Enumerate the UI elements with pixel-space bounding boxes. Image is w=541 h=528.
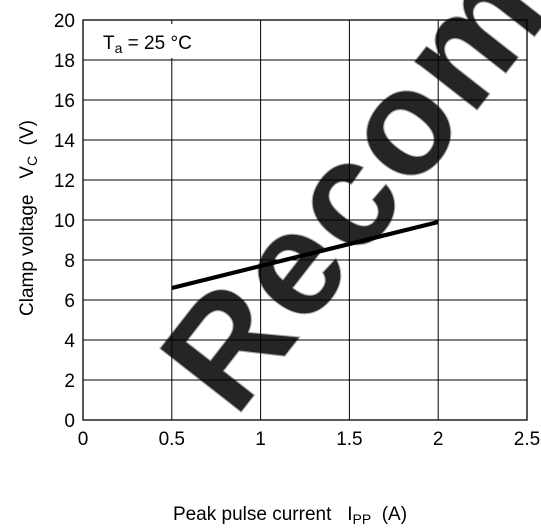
x-tick-label: 0.5 xyxy=(159,429,185,450)
y-axis-label: Clamp voltage VC (V) xyxy=(17,120,40,316)
x-tick-label: 1 xyxy=(255,429,266,450)
plot-frame xyxy=(82,19,528,421)
y-tick-label: 18 xyxy=(54,51,75,72)
y-tick-label: 6 xyxy=(64,291,75,312)
y-axis-label-text: Clamp voltage xyxy=(17,195,38,316)
x-axis-label-text: Peak pulse current xyxy=(173,504,332,525)
x-axis-label: Peak pulse current IPP (A) xyxy=(173,504,407,527)
y-tick-label: 12 xyxy=(54,171,75,192)
x-axis-symbol: I xyxy=(347,504,352,525)
temperature-annotation: Ta = 25 °C xyxy=(103,33,192,56)
temperature-annotation-box: Ta = 25 °C xyxy=(93,24,243,58)
y-tick-label: 8 xyxy=(64,251,75,272)
y-axis-symbol: V xyxy=(17,166,38,179)
x-tick-label: 2 xyxy=(433,429,444,450)
grid xyxy=(83,20,527,420)
tick-labels: 0 0.5 1 1.5 2 2.5 0 2 4 6 8 10 12 14 16 18 20 xyxy=(54,11,540,450)
y-axis-unit: (V) xyxy=(17,120,38,145)
y-axis-subscript: C xyxy=(24,156,40,166)
annotation-symbol: T xyxy=(103,33,115,54)
y-tick-label: 20 xyxy=(54,11,75,32)
annotation-rest: = 25 °C xyxy=(122,33,191,54)
x-tick-label: 1.5 xyxy=(336,429,362,450)
x-tick-label: 2.5 xyxy=(514,429,540,450)
annotation-subscript: a xyxy=(115,40,123,56)
y-tick-label: 4 xyxy=(64,331,75,352)
y-tick-label: 10 xyxy=(54,211,75,232)
y-tick-label: 14 xyxy=(54,131,76,152)
y-tick-label: 16 xyxy=(54,91,75,112)
x-tick-label: 0 xyxy=(78,429,89,450)
x-axis-subscript: PP xyxy=(352,511,371,527)
y-tick-label: 0 xyxy=(64,411,75,432)
series xyxy=(171,219,439,291)
series-line-1 xyxy=(171,219,439,291)
y-tick-label: 2 xyxy=(64,371,75,392)
x-axis-unit: (A) xyxy=(382,504,407,525)
